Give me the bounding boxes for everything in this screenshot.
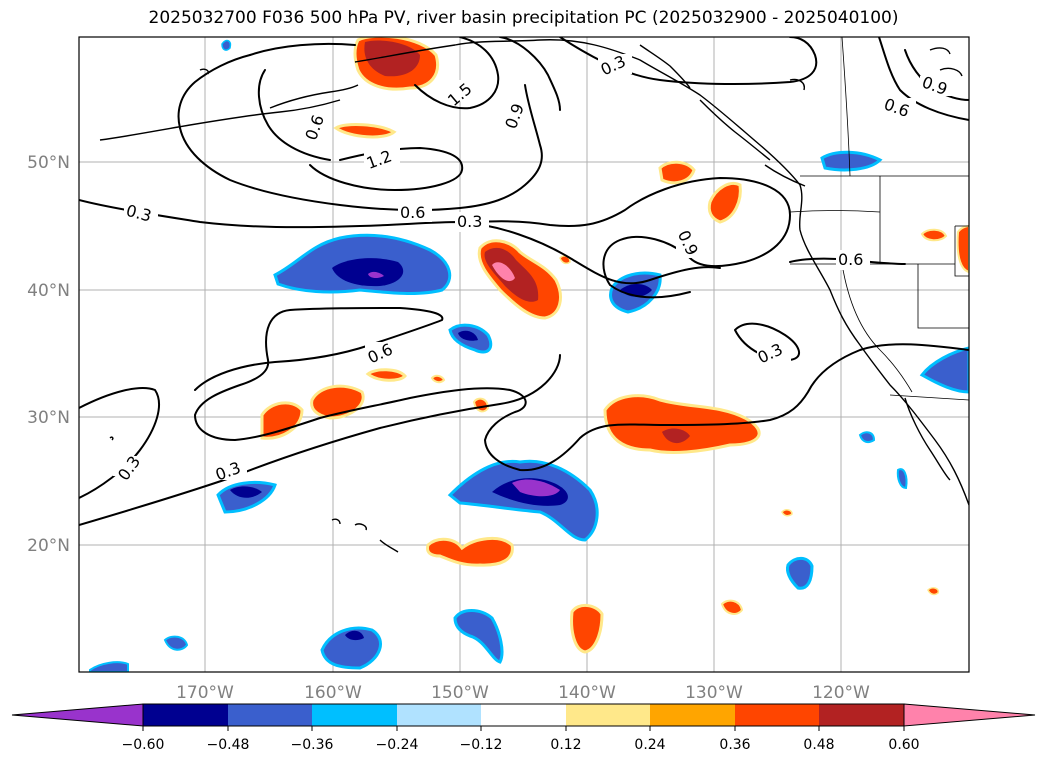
map-title: 2025032700 F036 500 hPa PV, river basin …	[148, 8, 899, 28]
colorbar-segment	[481, 704, 566, 726]
colorbar-segment	[566, 704, 650, 726]
colorbar-tick-labels: −0.60 −0.48 −0.36 −0.24 −0.12 0.12 0.24 …	[122, 737, 920, 753]
colorbar-extend-low	[11, 703, 144, 727]
colorbar-segment	[735, 704, 819, 726]
latitude-labels: 50°N 40°N 30°N 20°N	[27, 153, 70, 556]
contour-label: 0.6	[400, 203, 425, 222]
map-frame	[78, 36, 970, 673]
lon-label: 170°W	[176, 683, 234, 703]
colorbar-tick-label: −0.12	[460, 737, 503, 753]
lat-label: 50°N	[27, 153, 70, 173]
contour-label: 0.3	[457, 212, 482, 231]
map-content: 0.3 0.3 0.3 0.3 0.3 0.3 0.6 0.6 0.6 0.6 …	[79, 37, 969, 672]
colorbar-tick-label: −0.48	[207, 737, 250, 753]
coastlines	[99, 39, 969, 553]
colorbar-tick-label: −0.36	[291, 737, 334, 753]
lon-label: 130°W	[685, 683, 743, 703]
political-borders	[789, 37, 969, 401]
colorbar-tick-label: 0.60	[888, 737, 919, 753]
colorbar-extend-high	[903, 703, 1036, 727]
colorbar-tick-label: −0.60	[122, 737, 165, 753]
contour-value-labels: 0.3 0.3 0.3 0.3 0.3 0.3 0.6 0.6 0.6 0.6 …	[113, 51, 954, 485]
colorbar-segment	[819, 704, 904, 726]
colorbar-segment	[312, 704, 397, 726]
graticule	[79, 37, 969, 672]
colorbar-tick-label: 0.36	[719, 737, 750, 753]
colorbar-tick-label: 0.12	[550, 737, 581, 753]
colorbar-tick-label: 0.48	[803, 737, 834, 753]
colorbar-segment	[397, 704, 481, 726]
lat-label: 20°N	[27, 536, 70, 556]
colorbar-segment	[650, 704, 735, 726]
colorbar-segment	[228, 704, 312, 726]
longitude-labels: 170°W 160°W 150°W 140°W 130°W 120°W	[176, 683, 870, 703]
colorbar-ticks	[142, 726, 905, 731]
pv-contours	[79, 37, 969, 526]
lat-label: 40°N	[27, 281, 70, 301]
colorbar-tick-label: 0.24	[634, 737, 665, 753]
lon-label: 140°W	[558, 683, 616, 703]
lon-label: 120°W	[812, 683, 870, 703]
precip-negative-anomalies	[89, 39, 969, 672]
lat-label: 30°N	[27, 408, 70, 428]
colorbar-segment	[143, 704, 228, 726]
colorbar: −0.60 −0.48 −0.36 −0.24 −0.12 0.12 0.24 …	[11, 703, 1036, 753]
contour-label: 0.6	[838, 250, 863, 269]
lon-label: 150°W	[431, 683, 489, 703]
lon-label: 160°W	[304, 683, 362, 703]
colorbar-tick-label: −0.24	[376, 737, 419, 753]
